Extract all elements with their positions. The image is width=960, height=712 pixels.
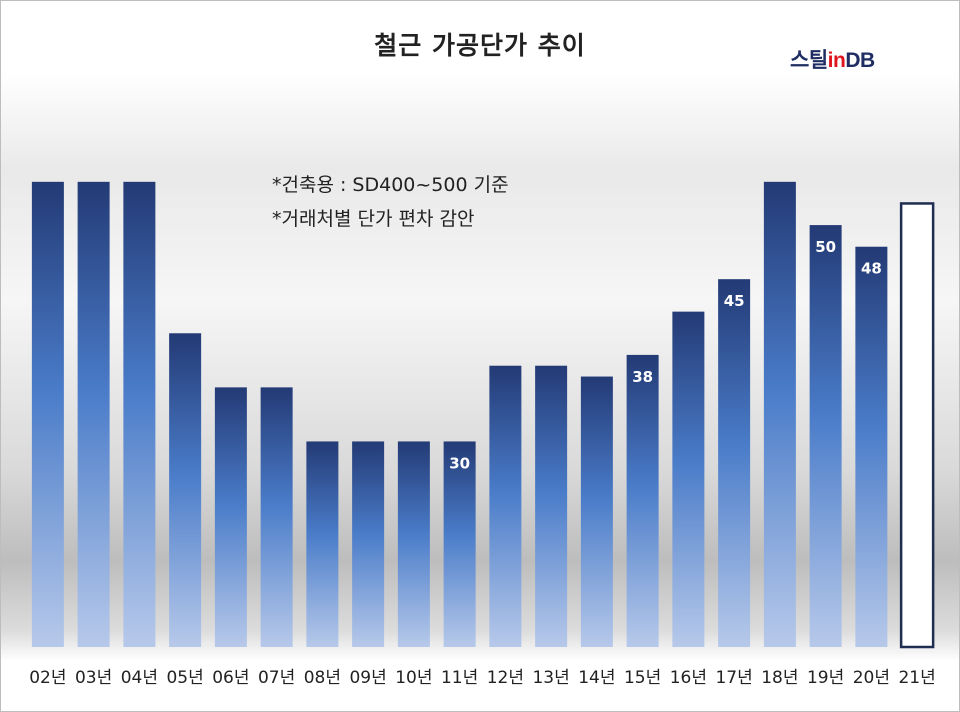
x-tick-label-15년: 15년	[624, 668, 661, 688]
x-tick-label-10년: 10년	[395, 668, 432, 688]
bar-10년	[397, 441, 430, 647]
data-label-15년: 38	[632, 368, 653, 386]
x-tick-label-07년: 07년	[258, 668, 295, 688]
x-tick-label-12년: 12년	[487, 668, 524, 688]
x-tick-label-08년: 08년	[304, 668, 341, 688]
bar-08년	[306, 441, 339, 647]
bar-17년	[718, 279, 751, 647]
x-tick-label-11년: 11년	[441, 668, 478, 688]
x-tick-label-13년: 13년	[532, 668, 569, 688]
x-tick-label-20년: 20년	[853, 668, 890, 688]
bars-group	[31, 181, 935, 649]
x-tick-label-21년: 21년	[898, 668, 935, 688]
bar-02년	[31, 181, 64, 647]
bar-07년	[260, 387, 293, 647]
bar-05년	[169, 333, 202, 647]
x-tick-label-04년: 04년	[121, 668, 158, 688]
brand-logo-part1: 스틸	[790, 49, 828, 72]
x-tick-label-05년: 05년	[166, 668, 203, 688]
x-tick-label-17년: 17년	[715, 668, 752, 688]
bar-outline-21년	[899, 202, 935, 649]
bar-03년	[77, 181, 110, 647]
bar-04년	[123, 181, 156, 647]
bar-14년	[580, 376, 613, 647]
chart-title: 철근 가공단가 추이	[374, 31, 586, 60]
bar-15년	[626, 354, 659, 647]
note-deviation: *거래처별 단가 편차 감안	[272, 208, 475, 230]
data-label-20년: 48	[861, 260, 882, 278]
bar-13년	[535, 365, 568, 647]
bar-20년	[855, 246, 888, 647]
brand-logo-part3: DB	[845, 49, 875, 72]
data-label-19년: 50	[815, 238, 836, 256]
x-tick-label-18년: 18년	[761, 668, 798, 688]
bar-12년	[489, 365, 522, 647]
x-tick-label-06년: 06년	[212, 668, 249, 688]
bar-16년	[672, 311, 705, 647]
data-label-11년: 30	[449, 454, 470, 472]
x-axis-ticks: 02년 03년 04년 05년 06년 07년 08년 09년 10년 11년 12년 13년 14년 1…	[29, 668, 936, 688]
x-tick-label-14년: 14년	[578, 668, 615, 688]
bar-19년	[809, 225, 842, 647]
brand-logo: 스틸inDB	[790, 44, 875, 74]
x-tick-label-09년: 09년	[349, 668, 386, 688]
x-tick-label-02년: 02년	[29, 668, 66, 688]
data-label-17년: 45	[724, 292, 745, 310]
bar-11년	[443, 441, 476, 647]
brand-logo-part2: in	[827, 49, 846, 72]
note-standard: *건축용 : SD400~500 기준	[272, 174, 509, 196]
x-tick-label-03년: 03년	[75, 668, 112, 688]
bar-09년	[352, 441, 385, 647]
x-tick-label-16년: 16년	[670, 668, 707, 688]
bar-18년	[763, 181, 796, 647]
data-labels-group: 30 38 45 50 48	[449, 238, 882, 472]
x-tick-label-19년: 19년	[807, 668, 844, 688]
bar-06년	[214, 387, 247, 647]
